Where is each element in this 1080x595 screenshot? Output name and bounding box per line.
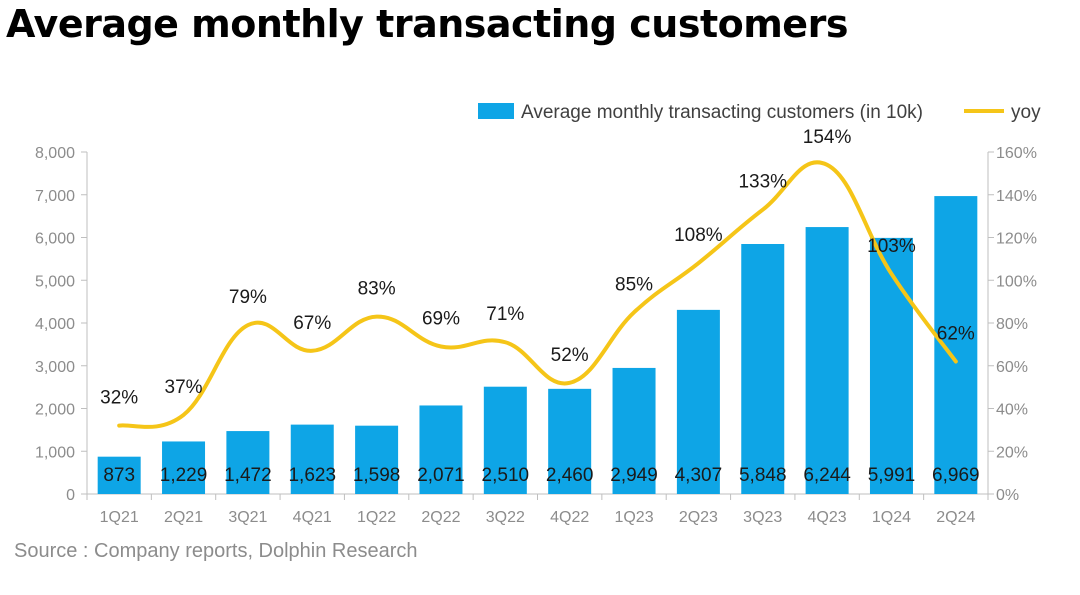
x-axis-tick-label: 3Q21 (228, 509, 267, 526)
yoy-value-label: 71% (486, 304, 524, 325)
right-axis-tick-label: 140% (996, 188, 1037, 205)
bar-value-label: 6,969 (932, 465, 980, 486)
bar-value-label: 5,848 (739, 465, 787, 486)
bar (97, 456, 141, 494)
bar (741, 243, 785, 494)
x-axis-tick-label: 2Q23 (679, 509, 718, 526)
bar-value-label: 6,244 (803, 465, 851, 486)
x-axis-tick-label: 4Q23 (808, 509, 847, 526)
yoy-value-label: 52% (551, 345, 589, 366)
bar-series (97, 196, 978, 494)
bar (869, 237, 913, 494)
left-axis-tick-label: 1,000 (35, 444, 75, 461)
bar (162, 441, 206, 494)
bar-value-label: 873 (103, 465, 135, 486)
bar-value-label: 2,071 (417, 465, 465, 486)
x-axis-tick-label: 4Q22 (550, 509, 589, 526)
x-axis-tick-label: 1Q24 (872, 509, 911, 526)
bar (355, 425, 399, 494)
bar-value-label: 5,991 (868, 465, 916, 486)
bar (419, 405, 463, 494)
bar-value-label: 1,472 (224, 465, 272, 486)
source-note: Source : Company reports, Dolphin Resear… (14, 540, 418, 562)
left-axis-tick-label: 8,000 (35, 145, 75, 162)
yoy-value-label: 108% (674, 225, 723, 246)
left-axis-tick-label: 2,000 (35, 402, 75, 419)
left-axis-tick-label: 3,000 (35, 359, 75, 376)
right-axis-tick-label: 120% (996, 231, 1037, 248)
x-axis-tick-label: 4Q21 (293, 509, 332, 526)
yoy-value-label: 37% (165, 377, 203, 398)
left-axis-tick-label: 5,000 (35, 273, 75, 290)
bar-value-label: 2,460 (546, 465, 594, 486)
right-axis-tick-label: 80% (996, 316, 1028, 333)
yoy-value-label: 85% (615, 274, 653, 295)
data-labels: 873 1,229 1,472 1,623 1,598 2,071 2,510 2,460 2,… (100, 127, 979, 486)
bar-value-label: 1,623 (288, 465, 336, 486)
yoy-value-label: 69% (422, 309, 460, 330)
x-axis-tick-label: 3Q22 (486, 509, 525, 526)
bar (290, 424, 334, 494)
bar-value-label: 1,598 (353, 465, 401, 486)
left-axis-tick-label: 6,000 (35, 231, 75, 248)
axes: 0 1,000 2,000 3,000 4,000 5,000 6,000 7,000 8,00… (35, 145, 1037, 526)
legend-bar-label: Average monthly transacting customers (i… (521, 102, 923, 123)
bar-value-label: 2,949 (610, 465, 658, 486)
right-axis-tick-label: 20% (996, 444, 1028, 461)
yoy-value-label: 62% (937, 323, 975, 344)
legend-bar-swatch (478, 103, 514, 119)
x-axis-tick-label: 2Q24 (936, 509, 975, 526)
legend: Average monthly transacting customers (i… (478, 102, 1041, 123)
yoy-value-label: 79% (229, 287, 267, 308)
bar (676, 309, 720, 494)
yoy-value-label: 67% (293, 313, 331, 334)
x-axis-tick-label: 1Q22 (357, 509, 396, 526)
yoy-value-label: 133% (738, 172, 787, 193)
bar (612, 367, 656, 494)
right-axis-tick-label: 60% (996, 359, 1028, 376)
yoy-line-series (117, 160, 958, 429)
bar-value-label: 2,510 (482, 465, 530, 486)
left-axis-tick-label: 7,000 (35, 188, 75, 205)
x-axis-tick-label: 3Q23 (743, 509, 782, 526)
x-axis-tick-label: 2Q22 (421, 509, 460, 526)
x-axis-tick-label: 1Q23 (614, 509, 653, 526)
yoy-value-label: 103% (867, 236, 916, 257)
yoy-value-label: 154% (803, 127, 852, 148)
right-axis-tick-label: 40% (996, 402, 1028, 419)
bar (226, 431, 270, 494)
x-axis-tick-label: 2Q21 (164, 509, 203, 526)
chart-title: Average monthly transacting customers (6, 2, 848, 46)
right-axis-tick-label: 160% (996, 145, 1037, 162)
x-axis-tick-label: 1Q21 (100, 509, 139, 526)
yoy-value-label: 83% (358, 279, 396, 300)
bar (483, 386, 527, 494)
bar-value-label: 1,229 (160, 465, 208, 486)
bar (548, 388, 592, 494)
right-axis-tick-label: 0% (996, 487, 1019, 504)
yoy-line (117, 160, 958, 429)
bar-value-label: 4,307 (675, 465, 723, 486)
legend-line-label: yoy (1011, 102, 1041, 123)
bar (805, 227, 849, 494)
left-axis-tick-label: 4,000 (35, 316, 75, 333)
yoy-value-label: 32% (100, 388, 138, 409)
right-axis-tick-label: 100% (996, 273, 1037, 290)
left-axis-tick-label: 0 (66, 487, 75, 504)
